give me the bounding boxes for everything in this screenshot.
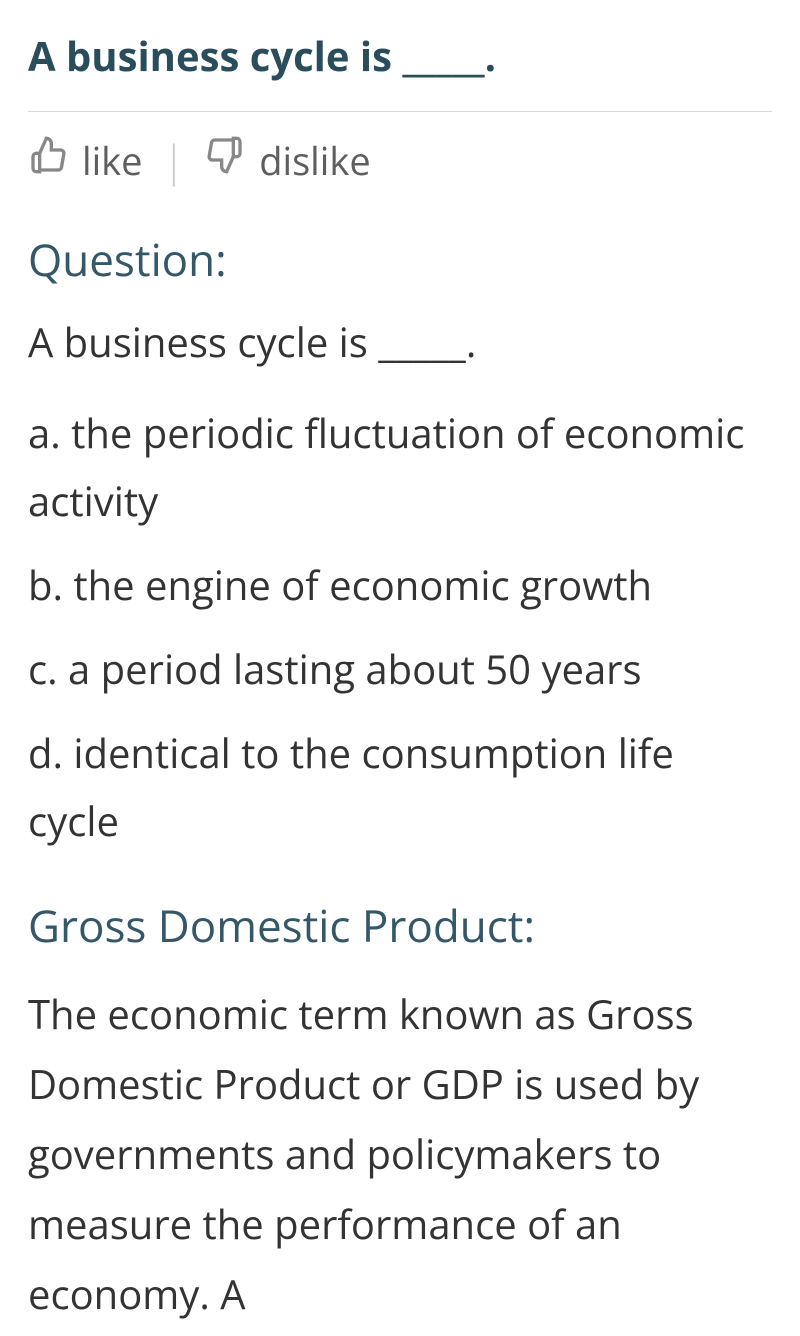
thumbs-up-icon xyxy=(28,135,68,187)
option-b: b. the engine of economic growth xyxy=(28,551,772,619)
section-body: The economic term known as Gross Domesti… xyxy=(28,979,772,1329)
like-button[interactable]: like xyxy=(28,135,143,187)
feedback-separator: | xyxy=(163,132,186,189)
dislike-label: dislike xyxy=(259,135,370,187)
option-a: a. the periodic fluctuation of economic … xyxy=(28,399,772,535)
question-text: A business cycle is _____. xyxy=(28,313,772,371)
option-c: c. a period lasting about 50 years xyxy=(28,635,772,703)
option-d: d. identical to the consumption life cyc… xyxy=(28,719,772,855)
page-title: A business cycle is _____. xyxy=(28,28,772,83)
feedback-row: like | dislike xyxy=(28,132,772,189)
dislike-button[interactable]: dislike xyxy=(205,135,370,187)
section-heading: Gross Domestic Product: xyxy=(28,895,772,955)
question-heading: Question: xyxy=(28,229,772,289)
title-divider xyxy=(28,111,772,112)
thumbs-down-icon xyxy=(205,135,245,187)
like-label: like xyxy=(82,135,143,187)
